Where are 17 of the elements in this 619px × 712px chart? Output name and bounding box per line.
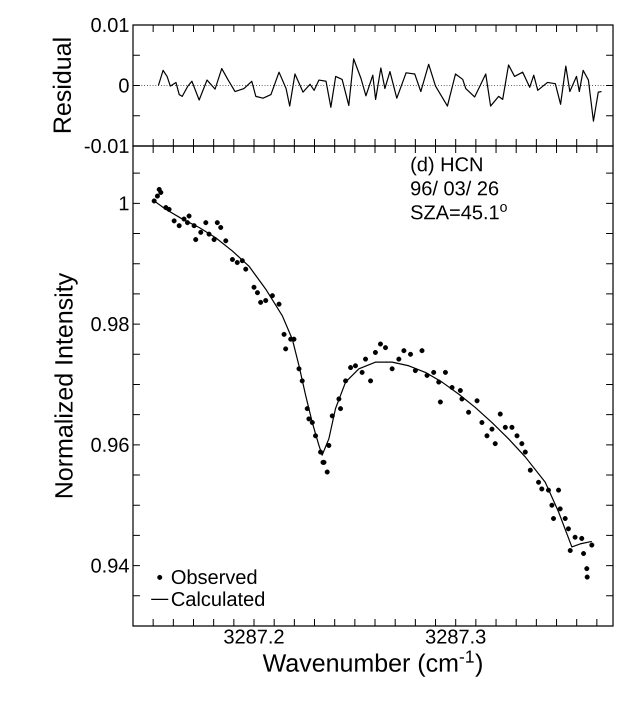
y-tick-label: 0.98 <box>91 317 129 332</box>
y-tick-label: 1 <box>120 196 128 210</box>
x-tick-label: 3287.2 <box>224 630 284 644</box>
y-tick-label: -0.01 <box>84 138 128 154</box>
legend-label: Calculated <box>172 591 264 606</box>
x-tick-label: 3287.3 <box>426 630 486 644</box>
x-axis-title: Wavenumber (cm$^{-1}$) <box>262 650 482 677</box>
legend-label: Observed <box>172 569 256 584</box>
y-tick-label: 0.01 <box>91 18 128 32</box>
y-tick-label: 0 <box>119 78 129 93</box>
y-tick-label: 0.96 <box>91 438 129 452</box>
annotation: 96/ 03/ 26 <box>411 180 498 196</box>
y-axis-title: Normalized Intensity <box>54 272 78 498</box>
annotation: (d) HCN <box>411 156 482 176</box>
annotation: SZA=45.1$^{o}$ <box>411 204 507 220</box>
y-axis-title: Residual <box>52 38 72 132</box>
y-tick-label: 0.94 <box>91 558 129 573</box>
